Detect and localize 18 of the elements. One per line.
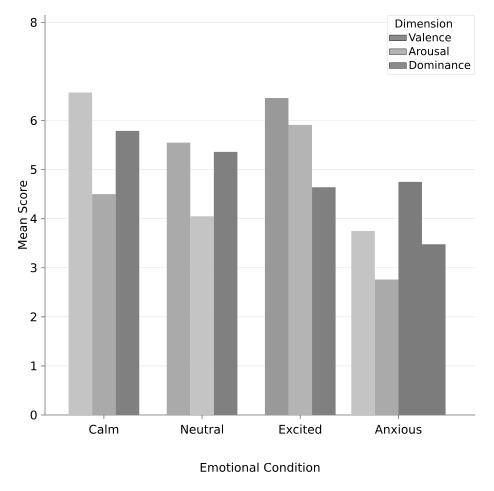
y-tick-label: 3 bbox=[30, 263, 37, 272]
y-tick-label: 6 bbox=[30, 116, 37, 126]
y-axis-title: Mean Score bbox=[18, 180, 28, 249]
y-tick-label: 0 bbox=[30, 410, 37, 420]
legend-title: Dimension bbox=[396, 19, 452, 28]
y-tick-label: 5 bbox=[30, 165, 36, 174]
legend-label: Valence bbox=[408, 32, 451, 42]
x-tick-label: Anxious bbox=[374, 424, 422, 434]
x-tick-label: Excited bbox=[279, 424, 322, 434]
y-tick-label: 4 bbox=[30, 214, 37, 224]
x-tick-label: Calm bbox=[89, 424, 118, 434]
legend-label: Dominance bbox=[410, 60, 470, 70]
x-axis-title: Emotional Condition bbox=[200, 462, 320, 472]
y-tick-label: 1 bbox=[31, 362, 36, 370]
y-tick-label: 2 bbox=[30, 312, 36, 322]
legend-label: Arousal bbox=[408, 46, 448, 56]
x-tick-label: Neutral bbox=[181, 424, 224, 434]
y-tick-label: 8 bbox=[30, 18, 37, 27]
